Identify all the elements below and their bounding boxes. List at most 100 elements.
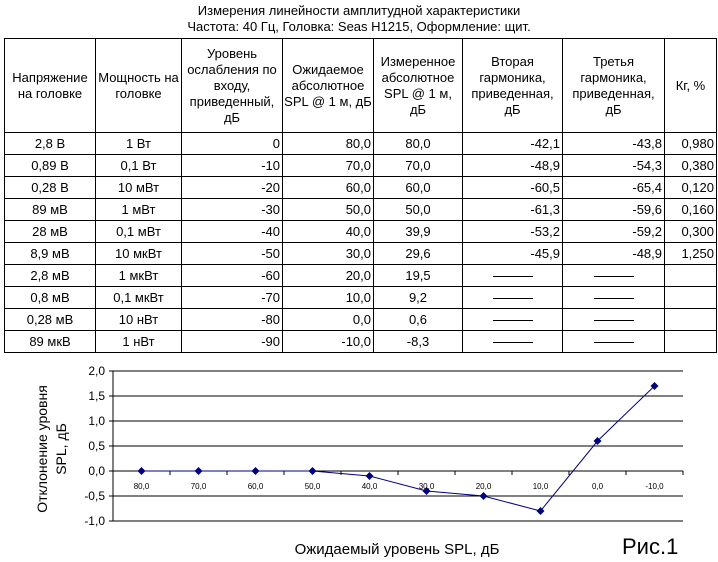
cell-second-harmonic: -42,1: [462, 132, 563, 155]
table-row: 28 мВ 0,1 мВт -40 40,0 39,9 -53,2 -59,2 0,300: [4, 220, 717, 243]
empty-dash: [593, 297, 634, 299]
cell-voltage: 8,9 мВ: [4, 242, 96, 265]
data-point-marker: [194, 467, 203, 475]
table-row: 89 мВ 1 мВт -30 50,0 50,0 -61,3 -59,6 0,160: [4, 198, 717, 221]
x-tick-label: -10,0: [645, 482, 664, 491]
cell-attenuation: -80: [181, 308, 283, 331]
cell-measured-spl: 50,0: [373, 198, 463, 221]
cell-third-harmonic: [562, 286, 665, 309]
cell-thd: 0,380: [664, 154, 717, 177]
header-third-harmonic: Третья гармоника, приведенная, дБ: [562, 38, 665, 133]
x-axis-label: Ожидаемый уровень SPL, дБ: [295, 541, 500, 558]
empty-dash: [492, 297, 533, 299]
cell-measured-spl: -8,3: [373, 330, 463, 353]
data-point-marker: [479, 492, 488, 500]
x-tick-label: 70,0: [191, 482, 207, 491]
cell-thd: 0,980: [664, 132, 717, 155]
cell-attenuation: -20: [181, 176, 283, 199]
data-point-marker: [365, 472, 374, 480]
cell-measured-spl: 9,2: [373, 286, 463, 309]
cell-second-harmonic: [462, 330, 563, 353]
table-row: 0,28 мВ 10 нВт -80 0,0 0,6: [4, 308, 717, 331]
empty-dash: [492, 319, 533, 321]
data-point-marker: [137, 467, 146, 475]
cell-power: 1 Вт: [95, 132, 182, 155]
data-point-marker: [422, 487, 431, 495]
cell-third-harmonic: -65,4: [562, 176, 665, 199]
cell-third-harmonic: -48,9: [562, 242, 665, 265]
cell-voltage: 89 мкВ: [4, 330, 96, 353]
y-tick-label: 1,5: [88, 389, 105, 403]
cell-third-harmonic: -59,6: [562, 198, 665, 221]
deviation-chart: 2,0 1,5 1,0 0,5 0,0 -0,5 -1,0 80,0 70,0 60,0 50,0 4…: [34, 364, 684, 558]
header-power: Мощность на головке: [95, 38, 182, 133]
cell-expected-spl: 30,0: [282, 242, 374, 265]
cell-expected-spl: 70,0: [282, 154, 374, 177]
chart-series: [137, 382, 659, 515]
x-tick-label: 10,0: [533, 482, 549, 491]
cell-third-harmonic: -54,3: [562, 154, 665, 177]
cell-thd: [664, 308, 717, 331]
cell-third-harmonic: -59,2: [562, 220, 665, 243]
cell-expected-spl: 20,0: [282, 264, 374, 287]
cell-power: 10 мВт: [95, 176, 182, 199]
cell-power: 0,1 Вт: [95, 154, 182, 177]
data-point-marker: [308, 467, 317, 475]
chart-grid: [113, 370, 683, 522]
cell-power: 10 мкВт: [95, 242, 182, 265]
cell-voltage: 0,89 В: [4, 154, 96, 177]
table-header-row: Напряжение на головке Мощность на головк…: [4, 38, 717, 133]
cell-power: 0,1 мВт: [95, 220, 182, 243]
cell-measured-spl: 29,6: [373, 242, 463, 265]
table-row: 8,9 мВ 10 мкВт -50 30,0 29,6 -45,9 -48,9 1,250: [4, 242, 717, 265]
x-tick-label: 20,0: [476, 482, 492, 491]
cell-power: 0,1 мкВт: [95, 286, 182, 309]
header-expected-spl: Ожидаемое абсолютное SPL @ 1 м, дБ: [282, 38, 374, 133]
cell-second-harmonic: [462, 286, 563, 309]
cell-expected-spl: 40,0: [282, 220, 374, 243]
figure-label: Рис.1: [622, 534, 679, 559]
x-tick-label: 40,0: [362, 482, 378, 491]
cell-thd: [664, 264, 717, 287]
table-row: 89 мкВ 1 нВт -90 -10,0 -8,3: [4, 330, 717, 353]
cell-measured-spl: 60,0: [373, 176, 463, 199]
cell-thd: 0,120: [664, 176, 717, 199]
cell-measured-spl: 39,9: [373, 220, 463, 243]
y-tick-label: -0,5: [84, 489, 105, 503]
cell-measured-spl: 80,0: [373, 132, 463, 155]
data-point-marker: [251, 467, 260, 475]
cell-expected-spl: -10,0: [282, 330, 374, 353]
cell-second-harmonic: -53,2: [462, 220, 563, 243]
empty-dash: [593, 275, 634, 277]
data-point-marker: [593, 437, 602, 445]
header-second-harmonic: Вторая гармоника, приведенная, дБ: [462, 38, 563, 133]
cell-attenuation: -10: [181, 154, 283, 177]
table-subtitle: Частота: 40 Гц, Головка: Seas H1215, Офо…: [187, 19, 531, 34]
measurement-table: Напряжение на головке Мощность на головк…: [4, 38, 717, 353]
table-row: 0,28 В 10 мВт -20 60,0 60,0 -60,5 -65,4 0,120: [4, 176, 717, 199]
y-axis-label: Отклонение уровня: [34, 385, 50, 513]
x-tick-label: 30,0: [419, 482, 435, 491]
data-point-marker: [650, 382, 659, 390]
cell-third-harmonic: [562, 264, 665, 287]
header-attenuation: Уровень ослабления по входу, приведенный…: [181, 38, 283, 133]
cell-attenuation: -60: [181, 264, 283, 287]
y-tick-label: 2,0: [88, 364, 105, 378]
cell-second-harmonic: -61,3: [462, 198, 563, 221]
x-tick-label: 80,0: [134, 482, 150, 491]
cell-power: 1 мкВт: [95, 264, 182, 287]
series-line: [141, 385, 655, 512]
header-measured-spl: Измеренное абсолютное SPL @ 1 м, дБ: [373, 38, 463, 133]
empty-dash: [593, 319, 634, 321]
empty-dash: [492, 275, 533, 277]
cell-power: 1 мВт: [95, 198, 182, 221]
cell-attenuation: -40: [181, 220, 283, 243]
cell-measured-spl: 19,5: [373, 264, 463, 287]
cell-expected-spl: 0,0: [282, 308, 374, 331]
cell-second-harmonic: -48,9: [462, 154, 563, 177]
cell-attenuation: -50: [181, 242, 283, 265]
table-row: 0,89 В 0,1 Вт -10 70,0 70,0 -48,9 -54,3 0,380: [4, 154, 717, 177]
cell-second-harmonic: -60,5: [462, 176, 563, 199]
cell-voltage: 0,8 мВ: [4, 286, 96, 309]
